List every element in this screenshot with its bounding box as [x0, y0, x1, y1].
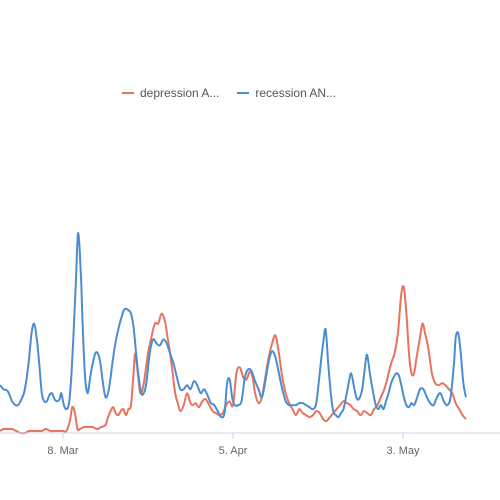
series-layer — [0, 232, 467, 435]
x-axis-ticks: 8. Mar 5. Apr 3. May — [47, 433, 420, 457]
x-tick-label: 5. Apr — [219, 445, 248, 457]
legend-swatch-recession — [237, 92, 250, 94]
x-tick-label: 8. Mar — [47, 445, 79, 457]
legend-label-recession: recession AN... — [255, 86, 337, 100]
legend-item-recession[interactable]: recession AN... — [237, 86, 336, 100]
series-line-depression[interactable] — [0, 285, 467, 435]
legend-swatch-depression — [122, 92, 134, 94]
x-tick-label: 3. May — [386, 445, 420, 457]
series-line-recession[interactable] — [0, 232, 467, 419]
legend-label-depression: depression A... — [140, 86, 220, 100]
legend: depression A... recession AN... — [122, 86, 336, 100]
legend-item-depression[interactable]: depression A... — [122, 86, 219, 100]
